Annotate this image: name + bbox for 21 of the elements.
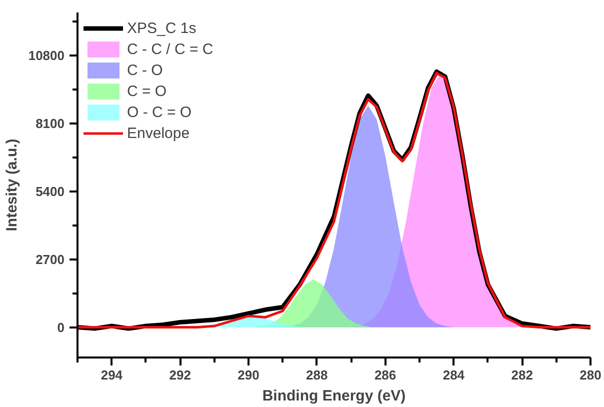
y-tick-label: 8100 bbox=[36, 116, 64, 131]
x-tick-label: 284 bbox=[442, 368, 466, 382]
legend-label: C = O bbox=[127, 82, 167, 100]
y-axis-title: Intesity (a.u.) bbox=[3, 138, 20, 232]
legend-label: XPS_C 1s bbox=[127, 20, 196, 36]
x-axis-title: Binding Energy (eV) bbox=[262, 388, 406, 404]
y-tick-label: 5400 bbox=[36, 184, 64, 199]
x-tick-label: 288 bbox=[306, 368, 328, 382]
y-tick-label: 10800 bbox=[28, 48, 65, 63]
y-tick-label: 0 bbox=[57, 320, 65, 335]
x-tick-label: 294 bbox=[100, 368, 124, 382]
x-tick-label: 290 bbox=[238, 368, 260, 382]
x-tick-label: 286 bbox=[374, 368, 396, 382]
x-tick-label: 292 bbox=[169, 368, 191, 382]
legend-label: O - C = O bbox=[127, 104, 192, 120]
y-tick-label: 2700 bbox=[36, 252, 64, 267]
x-tick-label: 282 bbox=[511, 368, 533, 382]
legend-label: C - C / C = C bbox=[127, 40, 214, 58]
x-tick-label: 280 bbox=[580, 368, 602, 382]
legend-label: Envelope bbox=[127, 124, 190, 142]
legend-label: C - O bbox=[127, 62, 163, 78]
